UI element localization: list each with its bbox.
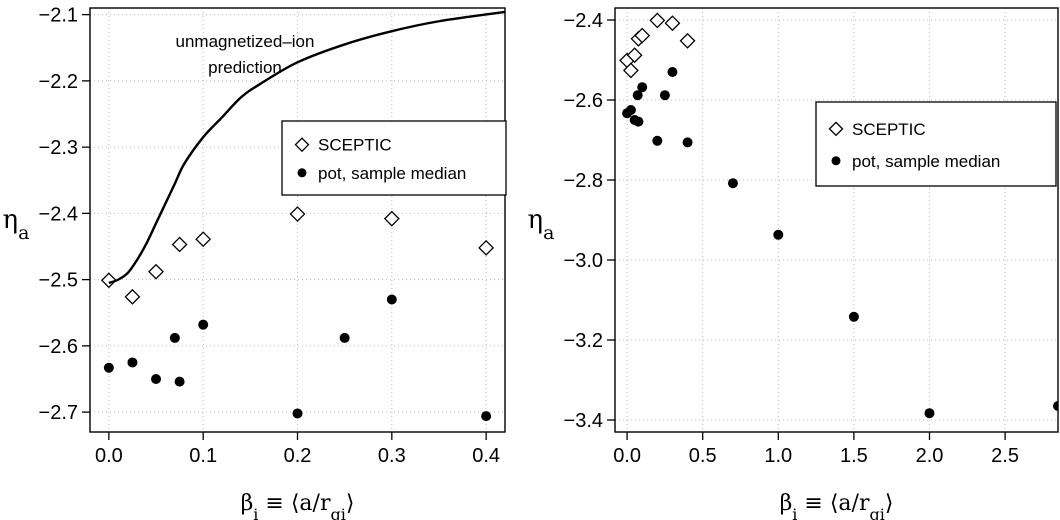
legend: SCEPTIC pot, sample median xyxy=(815,101,1057,187)
pot-median-point xyxy=(625,105,636,115)
legend-box xyxy=(281,120,507,196)
pot-median-point xyxy=(174,376,185,387)
y-tick-label: −3.2 xyxy=(564,330,603,352)
y-tick-label: −2.6 xyxy=(39,336,78,358)
y-tick-label: −2.4 xyxy=(39,203,78,225)
pot-median-point xyxy=(151,374,162,384)
pot-median-point xyxy=(667,67,678,77)
x-tick-label: 0.5 xyxy=(689,445,717,467)
legend-label: pot, sample median xyxy=(852,152,1000,171)
sceptic-point xyxy=(478,239,495,256)
curve-annotation: unmagnetized–ion xyxy=(176,32,315,51)
pot-median-point xyxy=(773,229,784,240)
pot-median-point xyxy=(682,137,693,148)
x-tick-label: 1.5 xyxy=(840,445,868,467)
legend-circle-marker xyxy=(831,156,841,166)
pot-median-point xyxy=(198,319,209,330)
pot-median-point xyxy=(1053,401,1058,411)
sceptic-point xyxy=(124,288,141,305)
y-tick-label: −2.3 xyxy=(39,137,78,159)
legend: SCEPTIC pot, sample median xyxy=(281,120,507,196)
y-axis-label: ηa xyxy=(3,205,30,244)
legend-label: SCEPTIC xyxy=(318,136,392,155)
y-tick-label: −2.6 xyxy=(564,90,603,112)
pot-median-point xyxy=(632,90,643,101)
legend-box xyxy=(815,101,1057,187)
sceptic-point xyxy=(148,263,164,280)
y-tick-label: −2.2 xyxy=(39,71,78,93)
pot-median-point xyxy=(169,332,180,343)
plot-area xyxy=(619,12,1058,419)
pot-median-point xyxy=(652,135,663,146)
x-tick-label: 0.2 xyxy=(284,445,312,467)
x-axis-label: βi ≡ ⟨a/rgi⟩ xyxy=(780,491,894,520)
pot-median-point xyxy=(103,362,114,373)
panel-2: 0.0 0.5 1.0 1.5 2.0 2.5 −2.4 −2.6 −2.8 −3.0 −3.2 −3… xyxy=(528,7,1059,520)
pot-median-point xyxy=(633,116,644,127)
sceptic-point xyxy=(626,47,643,64)
pot-median-point xyxy=(386,294,397,305)
sceptic-point xyxy=(679,32,696,49)
y-axis-label: ηa xyxy=(528,205,555,244)
pot-median-point xyxy=(127,357,138,368)
x-tick-label: 0.4 xyxy=(472,445,500,467)
y-tick-label: −2.4 xyxy=(564,10,603,32)
plot-area xyxy=(100,10,505,422)
pot-median-point xyxy=(659,90,670,101)
legend-label: SCEPTIC xyxy=(852,120,926,139)
sceptic-point xyxy=(383,210,400,227)
sceptic-point xyxy=(634,27,651,44)
x-tick-label: 0.0 xyxy=(613,445,641,467)
legend-label: pot, sample median xyxy=(318,164,466,183)
panel-1: 0.0 0.1 0.2 0.3 0.4 −2.1 −2.2 −2.3 −2.4 −2.5 −2.6 −… xyxy=(3,5,507,520)
sceptic-point xyxy=(622,62,639,79)
x-axis-label: βi ≡ ⟨a/rgi⟩ xyxy=(241,491,355,520)
prediction-curve xyxy=(108,10,505,285)
y-tick-label: −3.0 xyxy=(564,250,603,272)
pot-median-point xyxy=(637,82,648,93)
pot-median-point xyxy=(924,408,935,419)
x-tick-label: 0.1 xyxy=(189,445,217,467)
x-tick-label: 2.5 xyxy=(991,445,1019,467)
y-tick-label: −2.7 xyxy=(39,402,78,424)
sceptic-point xyxy=(649,12,666,29)
sceptic-point xyxy=(171,236,188,253)
grid-lines xyxy=(615,8,1058,432)
legend-diamond-marker xyxy=(294,137,310,153)
sceptic-point xyxy=(664,15,681,32)
sceptic-point xyxy=(289,206,306,222)
x-tick-label: 0.3 xyxy=(378,445,406,467)
x-tick-label: 0.0 xyxy=(95,445,123,467)
plot-frame xyxy=(614,7,1059,433)
y-tick-label: −2.8 xyxy=(564,170,603,192)
sceptic-point xyxy=(100,272,117,289)
pot-median-point xyxy=(481,411,492,422)
pot-median-point xyxy=(339,332,350,343)
legend-diamond-marker xyxy=(828,121,844,137)
x-tick-label: 2.0 xyxy=(916,445,944,467)
y-tick-label: −3.4 xyxy=(564,410,603,432)
pot-median-point xyxy=(848,311,859,322)
y-tick-label: −2.5 xyxy=(39,270,78,292)
curve-annotation: prediction xyxy=(208,58,282,77)
y-tick-label: −2.1 xyxy=(39,5,78,27)
legend-circle-marker xyxy=(297,168,307,178)
sceptic-point xyxy=(195,231,212,248)
pot-median-point xyxy=(292,408,303,419)
x-tick-label: 1.0 xyxy=(764,445,792,467)
pot-median-point xyxy=(727,178,738,189)
plot-frame xyxy=(89,7,506,433)
